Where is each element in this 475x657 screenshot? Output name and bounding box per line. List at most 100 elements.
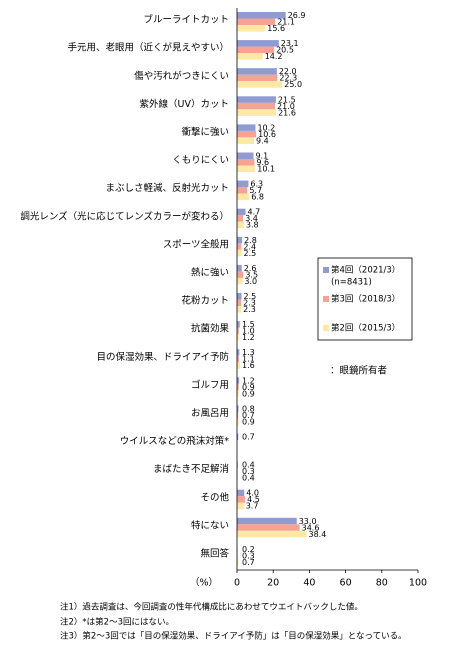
bar [237,96,276,103]
legend-swatch [323,296,329,302]
bar [237,327,239,335]
x-tick-label: 20 [267,578,279,589]
value-label: 0.9 [242,417,255,426]
bar [237,46,275,54]
value-label: 2.8 [244,236,257,245]
bar [237,418,239,425]
bar [237,362,240,369]
legend-box [317,257,413,341]
value-label: 0.8 [242,404,255,413]
value-label: 20.5 [276,46,294,55]
value-label: 1.6 [242,361,255,370]
bar [237,102,276,110]
bar [237,124,256,131]
bar [237,264,242,272]
bar [237,299,242,306]
value-label: 10.2 [257,123,275,132]
bar [237,249,242,257]
bar [237,306,242,313]
bar [237,433,239,440]
value-label: 2.3 [243,299,256,308]
category-label: 抗菌効果 [191,323,230,335]
category-label: ウイルスなどの飛沫対策* [120,435,230,447]
bar [237,496,246,503]
value-label: 0.9 [242,383,255,392]
value-label: 22.0 [279,67,297,76]
value-label: 2.3 [243,305,256,314]
category-label: 花粉カット [181,295,229,307]
value-label: 1.5 [242,320,255,329]
bar [237,271,244,278]
value-label: 0.7 [242,433,255,442]
bar [237,524,300,531]
bar [237,334,240,341]
value-label: 10.6 [258,130,276,139]
bar [237,517,297,525]
bar [237,208,246,216]
bar [237,411,239,419]
value-label: 21.5 [278,95,296,104]
value-label: 4.5 [247,495,260,504]
value-label: 2.4 [243,242,256,251]
bar [237,18,276,25]
bar [237,321,240,328]
value-label: 10.1 [257,165,275,174]
value-label: 21.0 [277,102,295,111]
bar [237,187,248,194]
value-label: 4.0 [246,489,259,498]
bar [237,81,283,88]
value-label: 9.1 [255,152,268,161]
category-label: まぶしさ軽減、反射光カット [105,182,229,194]
bar [237,180,249,188]
bar [237,383,239,391]
note: 注3）第2～3回では「目の保湿効果、ドライアイ予防」は「目の保湿効果」となってい… [60,631,407,642]
legend-swatch [323,267,329,273]
category-label: 手元用、老眼用（近くが見えやすい） [67,42,229,54]
bar [237,137,255,144]
bar [237,293,242,300]
bar [237,152,254,159]
bar [237,130,257,138]
category-label: その他 [200,491,229,503]
value-label: 1.2 [242,376,255,385]
x-tick-label: 100 [409,578,427,589]
value-label: 6.3 [250,180,263,189]
legend-swatch [323,325,329,331]
bar [237,165,256,172]
bar [237,159,255,166]
category-label: 熱に強い [191,266,229,278]
bar [237,53,263,60]
value-label: 14.2 [265,52,283,61]
bar [237,68,277,75]
category-label: スポーツ全般用 [163,238,229,250]
value-label: 9.6 [256,158,269,167]
bar [237,12,286,19]
category-label: 目の保湿効果、ドライアイ予防 [96,351,229,363]
x-tick-label: 80 [376,578,388,589]
value-label: 0.2 [242,545,255,554]
value-label: 3.5 [245,270,258,279]
value-label: 5.7 [249,186,262,195]
category-label: くもりにくい [172,155,229,166]
bar [237,405,239,412]
bar [237,109,277,116]
value-label: 0.3 [242,467,255,476]
category-label: ブルーライトカット [143,14,229,26]
value-label: 25.0 [284,80,302,89]
note: 注1）過去調査は、今回調査の性年代構成比にあわせてウエイトバックした値。 [60,602,363,613]
value-label: 38.4 [309,530,327,539]
bar [237,193,250,201]
bar [237,40,279,47]
bar [237,25,266,32]
value-label: 2.6 [244,264,257,273]
value-label: 1.1 [242,355,255,364]
legend-label: 第4回（2021/3） [331,265,400,276]
value-label: 4.7 [248,208,261,217]
bar [237,355,239,363]
note: 注2）*は第2～3回にはない。 [60,617,174,628]
value-label: 0.7 [242,558,255,567]
value-label: 0.4 [242,474,255,483]
value-label: 34.6 [302,523,320,532]
bar [237,236,243,244]
